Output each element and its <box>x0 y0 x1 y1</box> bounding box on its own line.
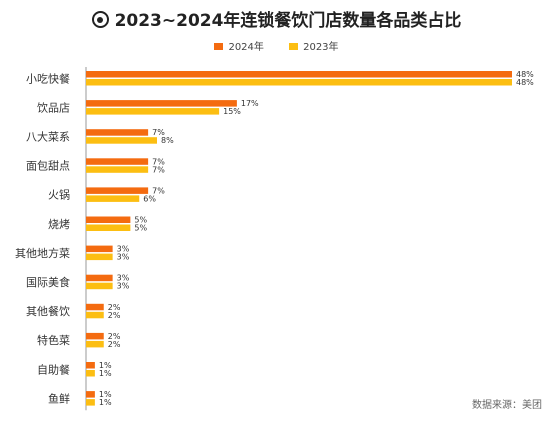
data-label-2024: 7% <box>152 157 165 166</box>
bar-2024 <box>86 187 149 194</box>
data-label-2023: 15% <box>223 107 241 116</box>
legend-swatch-2023 <box>289 43 299 50</box>
bar-2024 <box>86 391 95 398</box>
bar-2024 <box>86 100 237 107</box>
bar-2024 <box>86 216 131 223</box>
legend-label-2023: 2023年 <box>303 42 339 53</box>
bar-2023 <box>86 340 104 348</box>
data-label-2023: 7% <box>152 165 165 174</box>
category-label: 鱼鲜 <box>48 391 70 405</box>
category-label: 自助餐 <box>37 362 70 376</box>
legend-item-2023: 2023年 <box>289 38 339 53</box>
data-label-2023: 6% <box>143 194 156 203</box>
category-label: 面包甜点 <box>26 160 70 173</box>
bar-2023 <box>86 79 512 86</box>
source-note: 数据来源：美团 <box>472 400 542 411</box>
data-label-2023: 8% <box>161 136 174 145</box>
data-label-2024: 7% <box>152 128 165 137</box>
legend-item-2024: 2024年 <box>214 38 264 53</box>
category-label: 特色菜 <box>37 333 70 347</box>
data-label-2024: 7% <box>152 186 165 195</box>
data-label-2023: 3% <box>117 253 130 262</box>
category-label: 饮品店 <box>37 100 70 114</box>
bar-2023 <box>86 195 140 202</box>
bar-2023 <box>86 166 149 173</box>
category-label: 八大菜系 <box>26 129 70 143</box>
bar-2024 <box>86 362 95 369</box>
data-label-2024: 48% <box>516 70 534 79</box>
category-label: 其他地方菜 <box>15 246 70 260</box>
data-label-2024: 1% <box>99 361 112 370</box>
data-label-2024: 2% <box>108 303 121 312</box>
chart-title-text: 2023~2024年连锁餐饮门店数量各品类占比 <box>114 11 462 31</box>
bar-2024 <box>86 303 104 311</box>
chart-title: 2023~2024年连锁餐饮门店数量各品类占比 <box>0 6 553 31</box>
data-label-2024: 3% <box>117 274 130 283</box>
data-label-2023: 2% <box>108 311 121 320</box>
data-label-2024: 3% <box>117 245 130 254</box>
data-label-2024: 17% <box>241 99 259 108</box>
legend-swatch-2024 <box>214 43 224 50</box>
data-label-2024: 5% <box>134 216 147 225</box>
bar-2024 <box>86 274 113 282</box>
bar-2024 <box>86 129 149 136</box>
bar-2023 <box>86 253 113 261</box>
data-label-2023: 5% <box>134 224 147 233</box>
data-label-2023: 1% <box>99 369 112 378</box>
bar-2023 <box>86 108 220 115</box>
bar-2023 <box>86 311 104 319</box>
bar-2023 <box>86 282 113 290</box>
bar-2023 <box>86 399 95 406</box>
bar-2024 <box>86 332 104 340</box>
bar-2023 <box>86 137 157 144</box>
data-label-2024: 1% <box>99 390 112 399</box>
legend-label-2024: 2024年 <box>228 42 264 53</box>
data-label-2023: 2% <box>108 340 121 349</box>
legend: 2024年 2023年 <box>0 38 553 53</box>
category-label: 其他餐饮 <box>26 304 70 318</box>
data-label-2023: 1% <box>99 398 112 407</box>
category-label: 小吃快餐 <box>26 71 70 85</box>
data-label-2024: 2% <box>108 332 121 341</box>
category-label: 国际美食 <box>26 275 70 289</box>
bar-2024 <box>86 71 512 78</box>
bar-2023 <box>86 370 95 377</box>
data-label-2023: 3% <box>117 282 130 291</box>
target-icon <box>91 11 109 28</box>
data-label-2023: 48% <box>516 78 534 87</box>
category-label: 烧烤 <box>48 217 70 231</box>
bar-2023 <box>86 224 131 231</box>
bar-2024 <box>86 245 113 253</box>
bar-2024 <box>86 158 149 165</box>
category-label: 火锅 <box>48 189 70 202</box>
